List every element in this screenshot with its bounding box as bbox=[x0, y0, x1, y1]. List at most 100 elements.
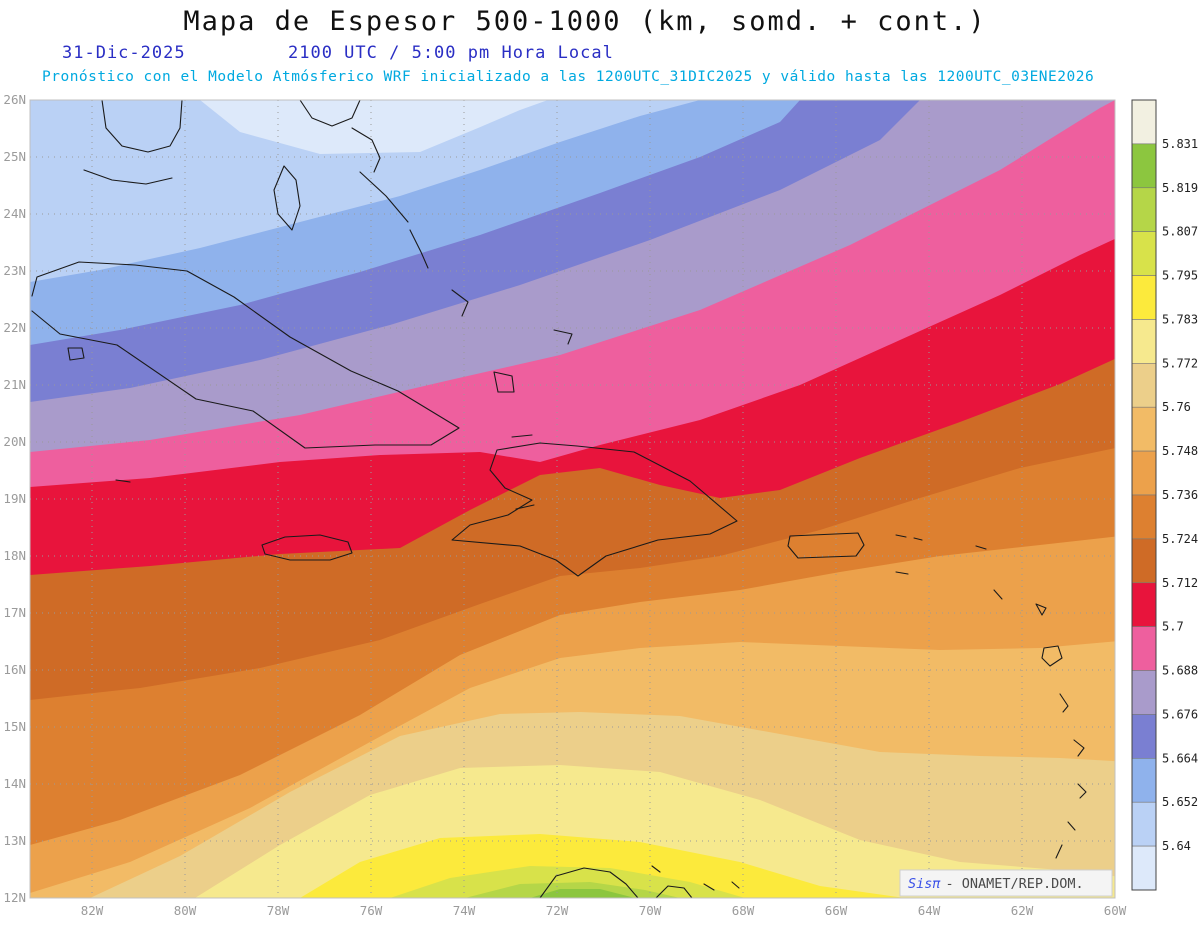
coastline bbox=[115, 479, 131, 483]
coastline bbox=[975, 545, 987, 550]
lon-label: 74W bbox=[453, 903, 476, 918]
coastline bbox=[787, 532, 865, 559]
lon-label: 76W bbox=[360, 903, 383, 918]
map-area: 26N 25N 24N 23N 22N 21N 20N 19N 18N 17N 16N 15N 14N 1… bbox=[3, 92, 1127, 918]
colorbar-swatch bbox=[1131, 626, 1157, 671]
colorbar-swatch bbox=[1131, 275, 1157, 320]
colorbar-swatch bbox=[1131, 406, 1157, 452]
colorbar-level-label: 5.748 bbox=[1162, 444, 1198, 458]
coastlines bbox=[31, 100, 1087, 898]
watermark-box bbox=[899, 869, 1113, 897]
coastline bbox=[511, 434, 533, 438]
colorbar-level-label: 5.795 bbox=[1162, 269, 1198, 283]
coastline bbox=[101, 100, 183, 153]
coastline bbox=[1055, 844, 1063, 859]
coastline bbox=[1073, 739, 1085, 757]
colorbar-swatch bbox=[1131, 363, 1157, 408]
latitude-axis: 26N 25N 24N 23N 22N 21N 20N 19N 18N 17N 16N 15N 14N 1… bbox=[3, 92, 26, 905]
coastline bbox=[1059, 693, 1069, 713]
coastline bbox=[895, 571, 909, 575]
colorbar-legend: 5.831 5.819 5.807 5.795 5.783 5.772 5.76 5.748 5… bbox=[1131, 99, 1198, 891]
coastline bbox=[1077, 783, 1087, 799]
colorbar-swatch bbox=[1131, 231, 1157, 276]
colorbar-level-label: 5.783 bbox=[1162, 312, 1198, 326]
forecast-note: Pronóstico con el Modelo Atmósferico WRF… bbox=[42, 69, 1094, 85]
lon-label: 78W bbox=[267, 903, 290, 918]
contour-band bbox=[530, 889, 635, 898]
colorbar-level-label: 5.772 bbox=[1162, 356, 1198, 370]
coastline bbox=[31, 261, 460, 449]
colorbar-level-label: 5.819 bbox=[1162, 181, 1198, 195]
lat-label: 25N bbox=[3, 149, 26, 164]
watermark: Sisπ - ONAMET/REP.DOM. bbox=[899, 869, 1113, 897]
colorbar-level-label: 5.7 bbox=[1162, 620, 1184, 634]
lat-label: 14N bbox=[3, 776, 26, 791]
valid-date: 31-Dic-2025 bbox=[62, 43, 186, 63]
colorbar-swatch bbox=[1131, 187, 1157, 232]
lat-label: 26N bbox=[3, 92, 26, 107]
coastline bbox=[655, 885, 693, 898]
colorbar-swatch bbox=[1131, 670, 1157, 715]
colorbar-swatch bbox=[1131, 99, 1157, 145]
coastline bbox=[1067, 821, 1076, 831]
lon-label: 82W bbox=[81, 903, 104, 918]
coastline bbox=[273, 165, 301, 231]
lat-label: 21N bbox=[3, 377, 26, 392]
coastline bbox=[703, 883, 715, 891]
colorbar-level-label: 5.724 bbox=[1162, 532, 1198, 546]
colorbar-level-label: 5.807 bbox=[1162, 225, 1198, 239]
colorbar-level-label: 5.76 bbox=[1162, 400, 1191, 414]
contour-band bbox=[390, 866, 745, 898]
colorbar-swatch bbox=[1131, 714, 1157, 759]
colorbar-level-label: 5.652 bbox=[1162, 795, 1198, 809]
lat-label: 20N bbox=[3, 434, 26, 449]
coastline bbox=[409, 229, 429, 269]
coastline bbox=[1035, 603, 1047, 616]
contour-band bbox=[200, 100, 548, 154]
lat-label: 12N bbox=[3, 890, 26, 905]
coastline bbox=[299, 100, 361, 127]
coastline bbox=[1041, 645, 1063, 667]
colorbar-swatch bbox=[1131, 801, 1157, 847]
lat-label: 17N bbox=[3, 605, 26, 620]
lat-label: 19N bbox=[3, 491, 26, 506]
coastline bbox=[261, 534, 353, 561]
lon-label: 64W bbox=[918, 903, 941, 918]
colorbar-level-label: 5.676 bbox=[1162, 707, 1198, 721]
coastline bbox=[67, 347, 85, 361]
colorbar-level-label: 5.712 bbox=[1162, 576, 1198, 590]
lon-label: 72W bbox=[546, 903, 569, 918]
valid-time: 2100 UTC / 5:00 pm Hora Local bbox=[288, 43, 614, 63]
lat-label: 18N bbox=[3, 548, 26, 563]
coastline bbox=[451, 442, 738, 577]
page-title: Mapa de Espesor 500-1000 (km, somd. + co… bbox=[183, 6, 986, 37]
watermark-text: Sisπ - ONAMET/REP.DOM. bbox=[908, 876, 1084, 892]
lat-label: 15N bbox=[3, 719, 26, 734]
colorbar-level-label: 5.831 bbox=[1162, 137, 1198, 151]
lat-label: 23N bbox=[3, 263, 26, 278]
lat-label: 22N bbox=[3, 320, 26, 335]
coastline bbox=[351, 127, 381, 173]
coastline bbox=[539, 867, 639, 898]
lat-label: 16N bbox=[3, 662, 26, 677]
longitude-axis: 82W 80W 78W 76W 74W 72W 70W 68W 66W 64W 62W 60W bbox=[81, 903, 1127, 918]
coastline bbox=[553, 329, 573, 345]
colorbar-swatch bbox=[1131, 845, 1157, 891]
lon-label: 68W bbox=[732, 903, 755, 918]
colorbar-swatch bbox=[1131, 143, 1157, 189]
colorbar-swatch bbox=[1131, 450, 1157, 496]
colorbar-level-label: 5.736 bbox=[1162, 488, 1198, 502]
map-border bbox=[29, 99, 1116, 899]
lat-label: 13N bbox=[3, 833, 26, 848]
coastline bbox=[731, 881, 740, 889]
lon-label: 70W bbox=[639, 903, 662, 918]
colorbar-swatch bbox=[1131, 319, 1157, 364]
colorbar-swatch bbox=[1131, 582, 1157, 627]
coastline bbox=[493, 371, 515, 393]
grid-lines bbox=[30, 100, 1115, 898]
colorbar-swatch bbox=[1131, 758, 1157, 803]
coastline bbox=[83, 169, 173, 185]
lon-label: 60W bbox=[1104, 903, 1127, 918]
